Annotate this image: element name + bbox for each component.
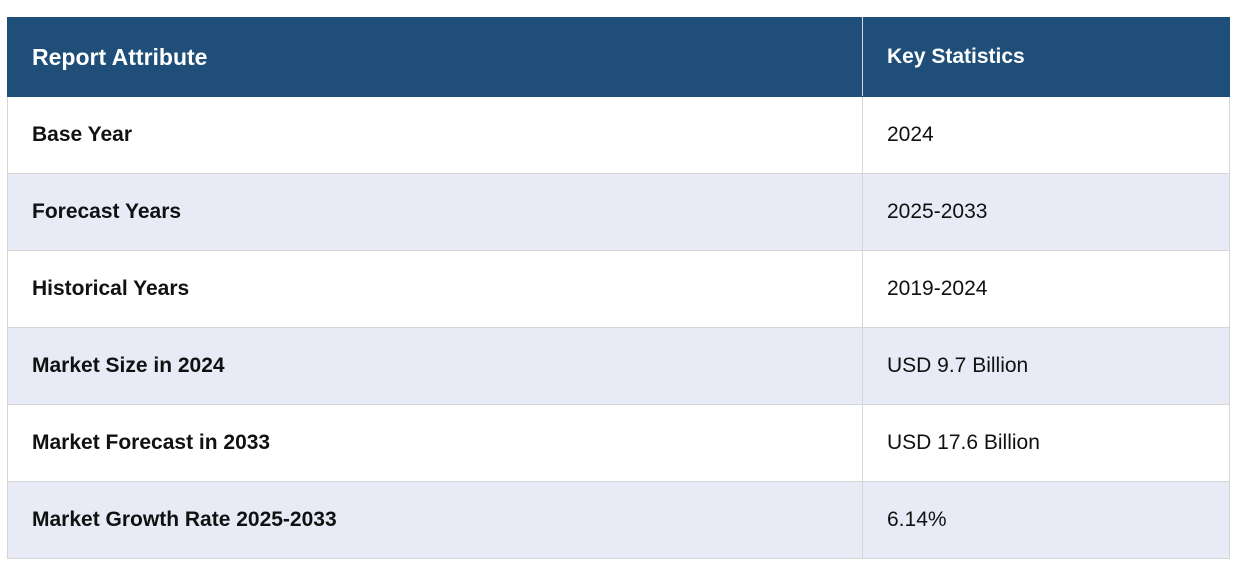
row-attribute-cell: Historical Years [7,250,863,328]
row-attribute-cell: Market Size in 2024 [7,327,863,405]
table-row: Forecast Years 2025-2033 [7,173,1230,251]
table-body: Base Year 2024 Forecast Years 2025-2033 … [7,96,1230,559]
table-row: Market Growth Rate 2025-2033 6.14% [7,481,1230,559]
table-row: Base Year 2024 [7,96,1230,174]
report-attributes-table: Report Attribute Key Statistics Base Yea… [7,17,1230,559]
row-attribute-cell: Base Year [7,96,863,174]
table-row: Historical Years 2019-2024 [7,250,1230,328]
row-attribute-cell: Market Forecast in 2033 [7,404,863,482]
row-value-cell: 2025-2033 [862,173,1230,251]
row-value-cell: 2019-2024 [862,250,1230,328]
row-attribute-cell: Market Growth Rate 2025-2033 [7,481,863,559]
table-header-row: Report Attribute Key Statistics [7,17,1230,97]
row-value-cell: 6.14% [862,481,1230,559]
row-value-cell: USD 9.7 Billion [862,327,1230,405]
table-row: Market Size in 2024 USD 9.7 Billion [7,327,1230,405]
column-header-report-attribute: Report Attribute [7,17,863,97]
row-value-cell: 2024 [862,96,1230,174]
table-row: Market Forecast in 2033 USD 17.6 Billion [7,404,1230,482]
column-header-key-statistics: Key Statistics [862,17,1230,97]
table-header: Report Attribute Key Statistics [7,17,1230,97]
row-value-cell: USD 17.6 Billion [862,404,1230,482]
row-attribute-cell: Forecast Years [7,173,863,251]
